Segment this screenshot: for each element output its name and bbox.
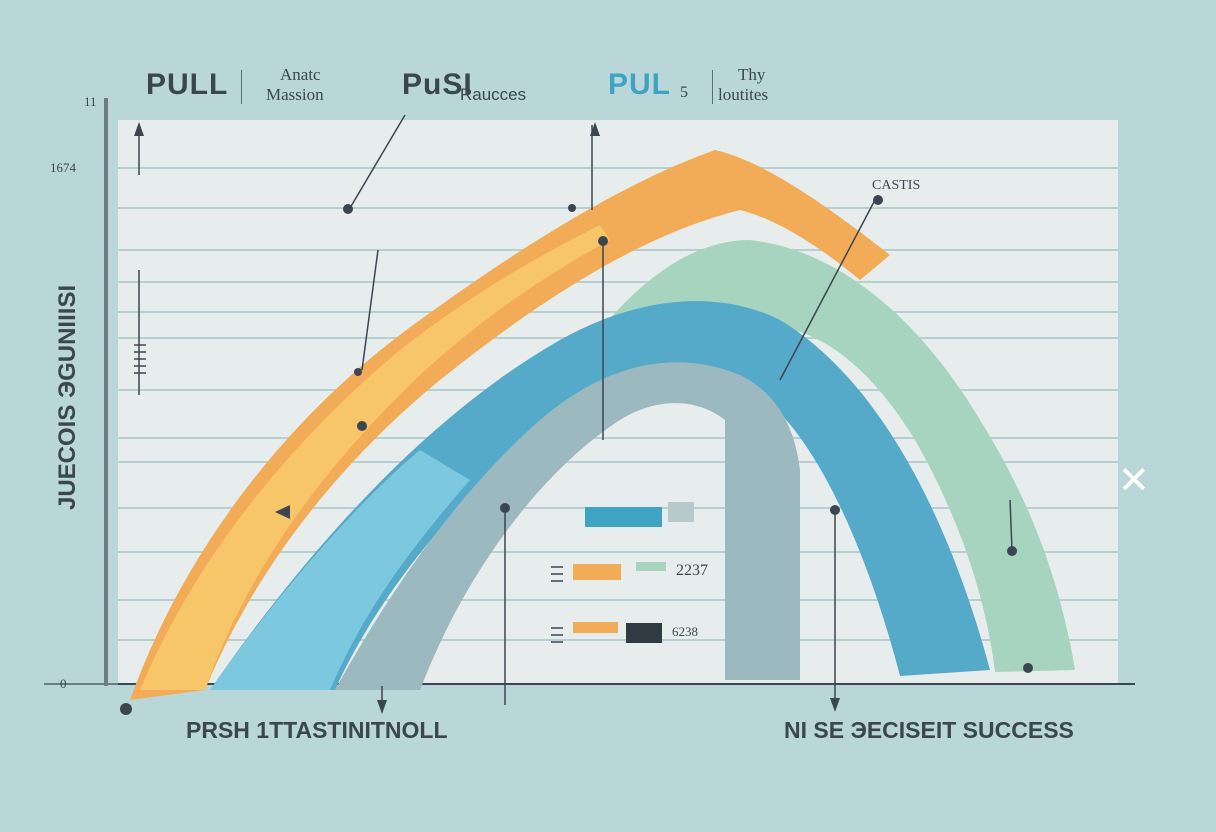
header-item-5: PUL	[608, 68, 671, 101]
header-item-3: PuSI	[402, 68, 473, 101]
y-axis-label: JUECOIS ЭGUNIIISI	[54, 284, 81, 510]
pointer-dot	[598, 236, 608, 246]
header-item-2-line-1: Anatc	[280, 65, 321, 84]
pointer-dot	[354, 368, 362, 376]
pointer-dot	[357, 421, 367, 431]
arrow-down	[830, 698, 840, 712]
arc-gray	[335, 362, 800, 690]
inner-bars	[573, 502, 694, 643]
annotation-value-b: 6238	[672, 624, 698, 639]
pointer-dot	[500, 503, 510, 513]
annotation-value-a: 2237	[676, 562, 708, 579]
arc-blue	[210, 301, 990, 690]
header-item-6-line-1: Thy	[738, 65, 766, 84]
header-item-2-line-2: Massion	[266, 85, 324, 104]
header-item-1: PULL	[146, 68, 229, 101]
arc-bands	[130, 150, 1075, 700]
pointer-dot	[1023, 663, 1033, 673]
arrow-heads	[134, 122, 840, 714]
arrow-down	[377, 700, 387, 714]
inner-bar-3	[573, 622, 618, 633]
header-separator	[712, 70, 713, 104]
inner-bar-3-end	[626, 623, 662, 643]
inner-bar-2-end	[636, 562, 666, 571]
pointer-dot	[873, 195, 883, 205]
header-item-5-suffix: 5	[680, 84, 688, 101]
arc-orange-light	[140, 225, 610, 690]
bottom-left-label: PRSH 1TTASTINITNOLL	[186, 717, 448, 743]
arrow-up	[134, 122, 144, 136]
arrow-left	[275, 505, 290, 519]
inner-bar-1-end	[668, 502, 694, 522]
header-item-4: Raucces	[460, 85, 527, 104]
pointers	[138, 114, 1013, 710]
y-tick-origin: 0	[60, 676, 67, 691]
annotation-casts: CASTIS	[872, 178, 921, 193]
pointer-dots	[120, 195, 1033, 715]
origin-dot	[120, 703, 132, 715]
arc-green	[600, 240, 1075, 672]
inner-bar-1	[585, 507, 662, 527]
y-tick-top: 11	[84, 94, 97, 109]
header-separator	[241, 70, 242, 104]
pointer-dot	[830, 505, 840, 515]
tick-marks	[134, 344, 563, 643]
arrow-up	[590, 122, 600, 136]
close-icon: ✕	[1118, 460, 1150, 502]
inner-bar-2	[573, 564, 621, 580]
header-item-6-line-2: loutites	[718, 85, 769, 104]
y-tick-mid: 1674	[50, 160, 76, 175]
pointer-dot	[343, 204, 353, 214]
arc-blue-light	[210, 450, 470, 690]
bottom-right-label: NI SE ЭECISEIT SUCCESS	[784, 717, 1074, 743]
pointer-dot	[568, 204, 576, 212]
pointer-dot	[1007, 546, 1017, 556]
